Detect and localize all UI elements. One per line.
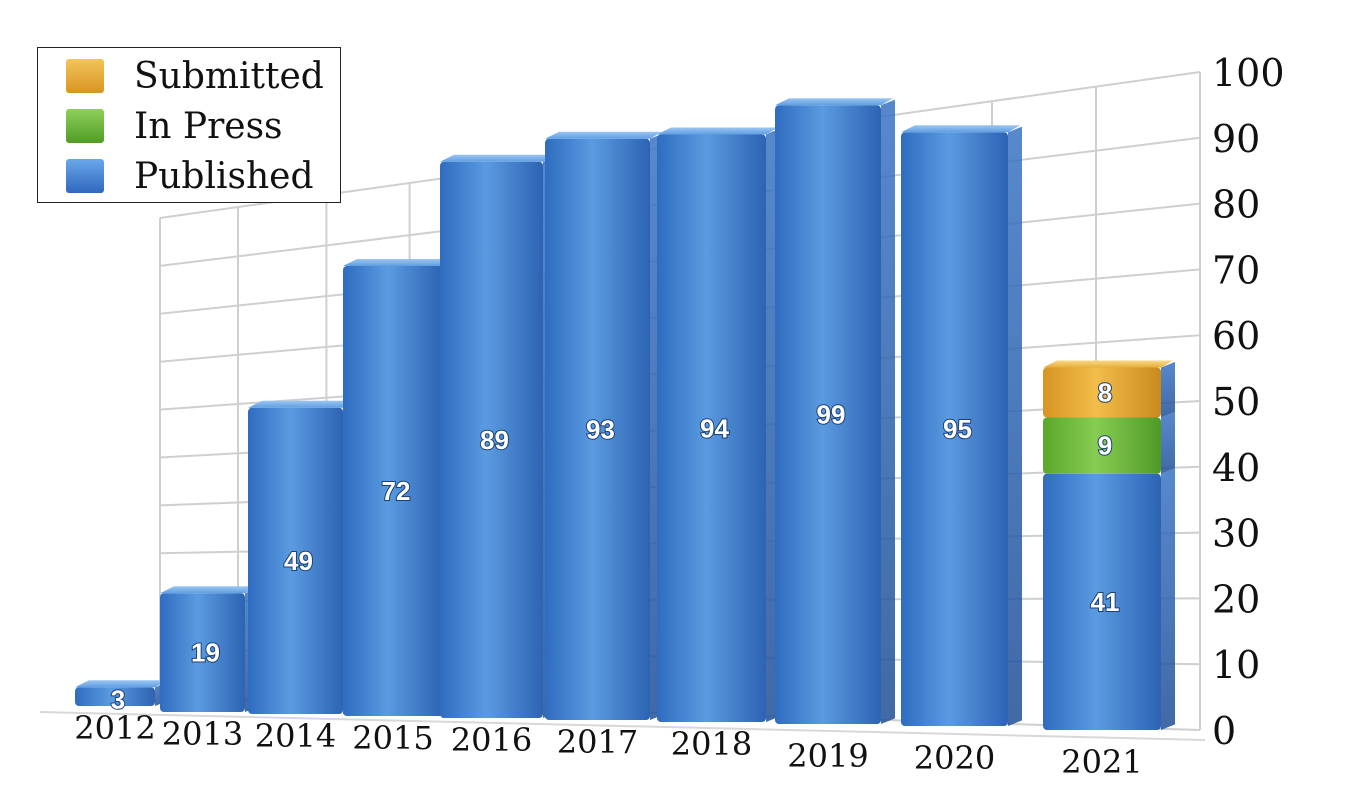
x-tick-label: 2012 <box>74 709 155 747</box>
bar-side <box>1161 468 1175 730</box>
bar-top <box>75 680 167 688</box>
y-tick-label: 50 <box>1212 380 1260 424</box>
data-label: 95 <box>943 414 972 444</box>
legend-label-submitted: Submitted <box>134 55 324 97</box>
bars <box>75 98 1175 730</box>
data-label: 49 <box>284 546 313 576</box>
floor-edge <box>39 711 1206 741</box>
bar-in-press-2021 <box>1043 417 1161 474</box>
legend-item-in-press: In Press <box>66 104 283 148</box>
bar-top <box>775 98 893 106</box>
bar-side <box>881 99 895 724</box>
bar-published-2015 <box>343 266 443 716</box>
data-label: 3 <box>111 685 125 715</box>
bar-group-2021 <box>1043 360 1175 730</box>
bar-submitted-2021 <box>1043 367 1161 418</box>
x-tick-label: 2021 <box>1061 743 1142 781</box>
bar-side <box>1161 361 1175 418</box>
legend-item-submitted: Submitted <box>66 54 324 98</box>
x-tick-label: 2016 <box>451 721 532 759</box>
legend-swatch-submitted <box>66 59 104 93</box>
x-tick-label: 2018 <box>671 725 752 763</box>
y-tick-label: 20 <box>1212 577 1260 621</box>
data-label: 8 <box>1098 378 1112 408</box>
y-tick-label: 90 <box>1212 117 1260 161</box>
data-label: 72 <box>382 476 411 506</box>
legend-swatch-in-press <box>66 109 104 143</box>
y-tick-label: 30 <box>1212 512 1260 556</box>
data-label: 94 <box>700 413 729 443</box>
legend-swatch-published <box>66 159 104 193</box>
bar-published-2019 <box>775 105 881 724</box>
bar-published-2013 <box>160 593 245 712</box>
bar-top <box>440 154 555 162</box>
bar-top <box>545 131 662 139</box>
bar-published-2017 <box>545 138 650 720</box>
bar-published-2016 <box>440 161 543 718</box>
y-tick-label: 60 <box>1212 314 1260 358</box>
data-label: 41 <box>1091 587 1120 617</box>
bar-group-2019 <box>775 98 895 724</box>
bar-top <box>657 127 778 135</box>
data-label: 93 <box>586 414 615 444</box>
y-tick-label: 10 <box>1212 643 1260 687</box>
bar-published-2014 <box>248 407 343 714</box>
x-tick-label: 2013 <box>162 715 243 753</box>
bar-top <box>901 125 1020 133</box>
bar-side <box>1008 126 1022 726</box>
bar-top <box>343 259 455 266</box>
bar-top <box>248 400 355 408</box>
legend: Submitted In Press Published <box>37 47 341 203</box>
bar-top <box>160 586 257 594</box>
bar-published-2018 <box>657 134 766 722</box>
data-label: 9 <box>1098 431 1112 461</box>
bar-published-2020 <box>901 132 1008 726</box>
x-tick-label: 2019 <box>787 737 868 775</box>
bar-top <box>1043 360 1173 368</box>
x-tick-label: 2017 <box>557 723 638 761</box>
data-label: 89 <box>480 425 509 455</box>
y-tick-label: 100 <box>1212 51 1285 95</box>
bar-published-2021 <box>1043 473 1161 730</box>
x-tick-label: 2020 <box>914 739 995 777</box>
x-tick-label: 2015 <box>352 719 433 757</box>
y-tick-label: 70 <box>1212 248 1260 292</box>
y-tick-label: 40 <box>1212 446 1260 490</box>
bar-published-2012 <box>75 687 155 706</box>
x-tick-label: 2014 <box>255 717 336 755</box>
bar-group-2020 <box>901 125 1022 726</box>
y-tick-label: 0 <box>1212 709 1236 753</box>
legend-label-in-press: In Press <box>134 105 283 147</box>
y-tick-label: 80 <box>1212 183 1260 227</box>
bar-side <box>1161 411 1175 474</box>
legend-item-published: Published <box>66 154 314 198</box>
legend-label-published: Published <box>134 155 314 197</box>
data-label: 19 <box>191 638 220 668</box>
data-label: 99 <box>817 400 846 430</box>
